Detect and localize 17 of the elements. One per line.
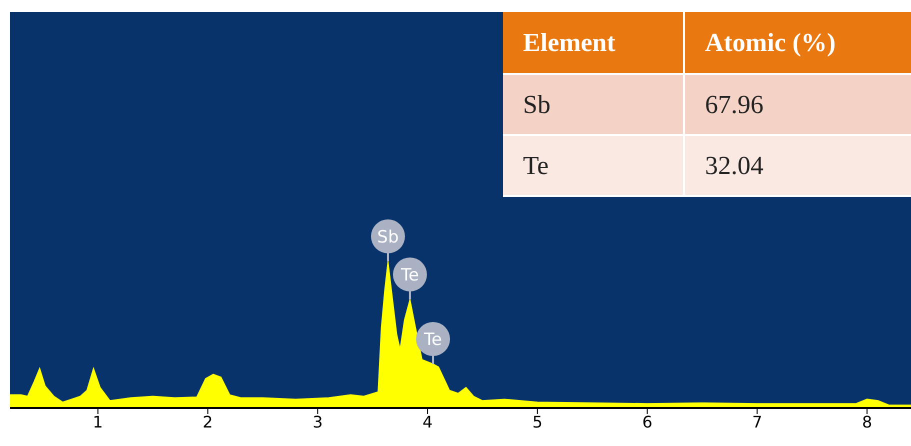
annotation: Te (423, 330, 442, 350)
text: Sb (503, 74, 684, 135)
x-tick-label: 7 (752, 412, 762, 432)
x-tick-label: 8 (862, 412, 872, 432)
text: Te (503, 135, 684, 196)
annotation: Sb (377, 227, 399, 248)
text: 67.96 (684, 74, 911, 135)
x-tick-label: 4 (422, 412, 433, 432)
text: Element (503, 12, 684, 74)
annotation: Te (400, 265, 419, 286)
text: 32.04 (684, 135, 911, 196)
x-tick-label: 1 (92, 412, 103, 432)
x-tick-label: 2 (202, 412, 213, 432)
x-tick-label: 3 (312, 412, 323, 432)
text: Atomic (%) (684, 12, 911, 74)
x-tick-label: 6 (642, 412, 652, 432)
x-tick-label: 5 (532, 412, 543, 432)
